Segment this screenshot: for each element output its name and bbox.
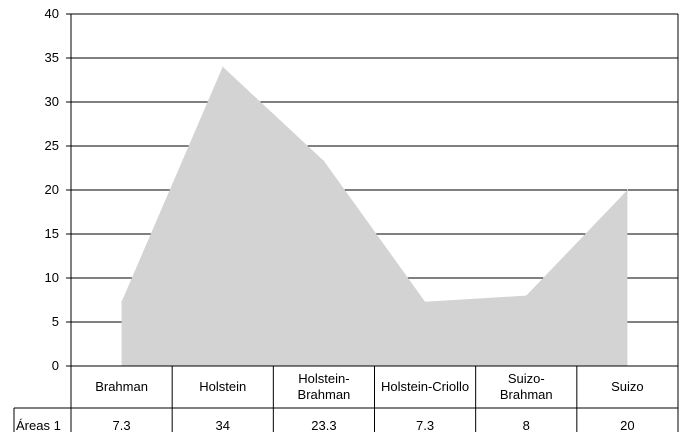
y-tick-label: 40	[45, 6, 59, 21]
category-label: Suizo	[611, 379, 644, 394]
data-point	[323, 160, 325, 162]
data-value-label: 7.3	[113, 418, 131, 432]
y-tick-label: 20	[45, 182, 59, 197]
category-label: Holstein-	[298, 371, 349, 386]
data-point	[222, 66, 224, 68]
data-value-label: 34	[216, 418, 230, 432]
y-tick-label: 15	[45, 226, 59, 241]
area-series	[121, 66, 628, 367]
y-tick-label: 10	[45, 270, 59, 285]
data-point	[121, 301, 123, 303]
category-label: Brahman	[298, 387, 351, 402]
y-tick-label: 5	[52, 314, 59, 329]
category-label: Holstein	[199, 379, 246, 394]
data-value-label: 20	[620, 418, 634, 432]
category-label: Suizo-	[508, 371, 545, 386]
y-tick-label: 30	[45, 94, 59, 109]
y-tick-label: 25	[45, 138, 59, 153]
data-point	[525, 295, 527, 297]
category-label: Brahman	[500, 387, 553, 402]
data-value-label: 23.3	[311, 418, 336, 432]
y-tick-label: 0	[52, 358, 59, 373]
category-label: Holstein-Criollo	[381, 379, 469, 394]
area-fill	[121, 66, 628, 367]
y-tick-label: 35	[45, 50, 59, 65]
data-point	[626, 189, 628, 191]
series-label: Áreas 1	[16, 418, 61, 432]
data-table: Brahman HolsteinHolstein-BrahmanHolstein-…	[13, 366, 678, 432]
data-value-label: 8	[523, 418, 530, 432]
data-value-label: 7.3	[416, 418, 434, 432]
category-label: Brahman	[95, 379, 148, 394]
data-point	[424, 301, 426, 303]
